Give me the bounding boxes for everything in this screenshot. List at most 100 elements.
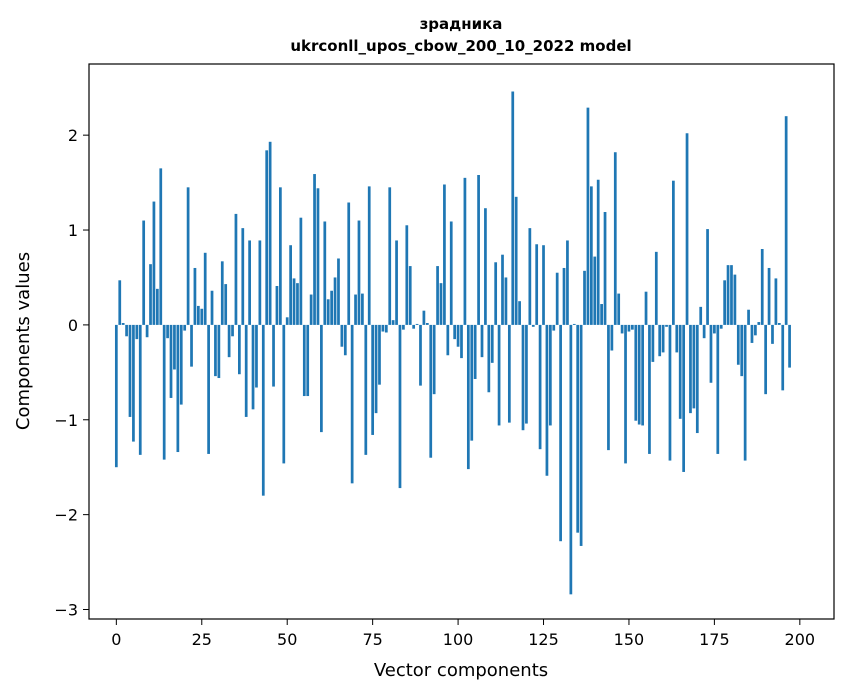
bar-197: [788, 324, 791, 368]
x-tick-label: 75: [362, 630, 382, 649]
bar-35: [234, 213, 238, 325]
bar-111: [494, 262, 498, 325]
bar-68: [347, 202, 351, 325]
bar-103: [466, 324, 470, 470]
bar-90: [422, 310, 426, 325]
bar-7: [138, 324, 142, 455]
bar-170: [695, 324, 699, 434]
bar-132: [566, 240, 569, 325]
bar-156: [648, 324, 651, 454]
bar-57: [309, 294, 313, 325]
bars-group: [114, 91, 791, 595]
bar-130: [559, 324, 562, 542]
bar-5: [132, 324, 135, 442]
bar-191: [767, 267, 771, 325]
bar-169: [692, 324, 696, 409]
bar-194: [777, 323, 781, 325]
bar-2: [121, 323, 125, 325]
bar-31: [220, 261, 224, 325]
y-tick-label: 0: [68, 316, 78, 335]
bar-113: [501, 254, 504, 325]
bar-186: [750, 324, 754, 343]
bar-86: [408, 266, 412, 325]
y-axis-label: Components values: [13, 252, 34, 430]
bar-120: [525, 324, 528, 424]
bar-32: [224, 284, 228, 325]
x-axis-ticks: 0 25 50 75 100 125 150 175 200: [111, 619, 815, 649]
bar-81: [391, 320, 395, 325]
bar-128: [552, 324, 556, 331]
bar-89: [419, 324, 422, 386]
bar-42: [258, 240, 262, 325]
bar-126: [545, 324, 549, 476]
bar-74: [367, 186, 371, 325]
bar-38: [244, 324, 248, 417]
bar-134: [572, 323, 576, 325]
bar-0: [114, 324, 118, 468]
bar-105: [473, 324, 477, 379]
bar-49: [282, 324, 286, 464]
bar-135: [576, 324, 580, 533]
bar-164: [675, 324, 679, 353]
bar-34: [231, 324, 234, 337]
bar-100: [456, 324, 460, 347]
bar-72: [361, 293, 364, 325]
bar-114: [504, 277, 508, 325]
bar-195: [781, 324, 785, 391]
bar-3: [125, 324, 128, 337]
bar-112: [497, 324, 501, 426]
x-tick-label: 175: [699, 630, 730, 649]
bar-131: [562, 267, 566, 325]
bar-181: [733, 274, 737, 325]
bar-151: [631, 324, 634, 330]
bar-45: [268, 141, 272, 325]
bar-148: [620, 324, 624, 334]
bar-145: [610, 324, 614, 351]
bar-117: [514, 196, 518, 325]
bar-37: [241, 228, 245, 325]
y-tick-label: −2: [54, 506, 78, 525]
bar-9: [145, 324, 149, 338]
bar-141: [596, 179, 600, 325]
bar-47: [275, 286, 279, 325]
bar-27: [207, 324, 210, 454]
bar-149: [624, 324, 627, 464]
bar-88: [415, 323, 419, 325]
bar-137: [583, 270, 586, 325]
bar-64: [333, 277, 337, 325]
bar-180: [730, 265, 733, 325]
bar-44: [265, 150, 269, 325]
x-tick-label: 25: [192, 630, 212, 649]
bar-59: [316, 188, 320, 325]
bar-177: [719, 324, 723, 329]
bar-66: [340, 324, 344, 347]
bar-175: [713, 324, 716, 334]
bar-183: [740, 324, 744, 377]
bar-24: [196, 305, 200, 325]
bar-140: [593, 256, 597, 325]
bar-8: [142, 220, 146, 325]
bar-133: [569, 324, 573, 595]
bar-96: [443, 184, 446, 325]
bar-65: [337, 258, 340, 325]
y-axis-ticks: −3 −2 −1 0 1 2: [54, 126, 89, 620]
bar-67: [343, 324, 347, 356]
bar-95: [439, 283, 443, 325]
bar-87: [412, 324, 416, 329]
bar-174: [709, 324, 713, 383]
y-tick-label: −3: [54, 601, 78, 620]
chart-title-line2: ukrconll_upos_cbow_200_10_2022 model: [290, 37, 631, 55]
bar-160: [661, 324, 665, 353]
bar-33: [227, 324, 231, 358]
bar-110: [490, 324, 494, 363]
bar-143: [603, 212, 607, 325]
bar-28: [210, 290, 214, 325]
bar-147: [617, 293, 621, 325]
bar-167: [685, 133, 689, 325]
bar-146: [613, 152, 617, 325]
bar-124: [538, 324, 542, 450]
bar-187: [754, 324, 757, 336]
bar-102: [463, 177, 467, 325]
bar-11: [152, 201, 156, 325]
